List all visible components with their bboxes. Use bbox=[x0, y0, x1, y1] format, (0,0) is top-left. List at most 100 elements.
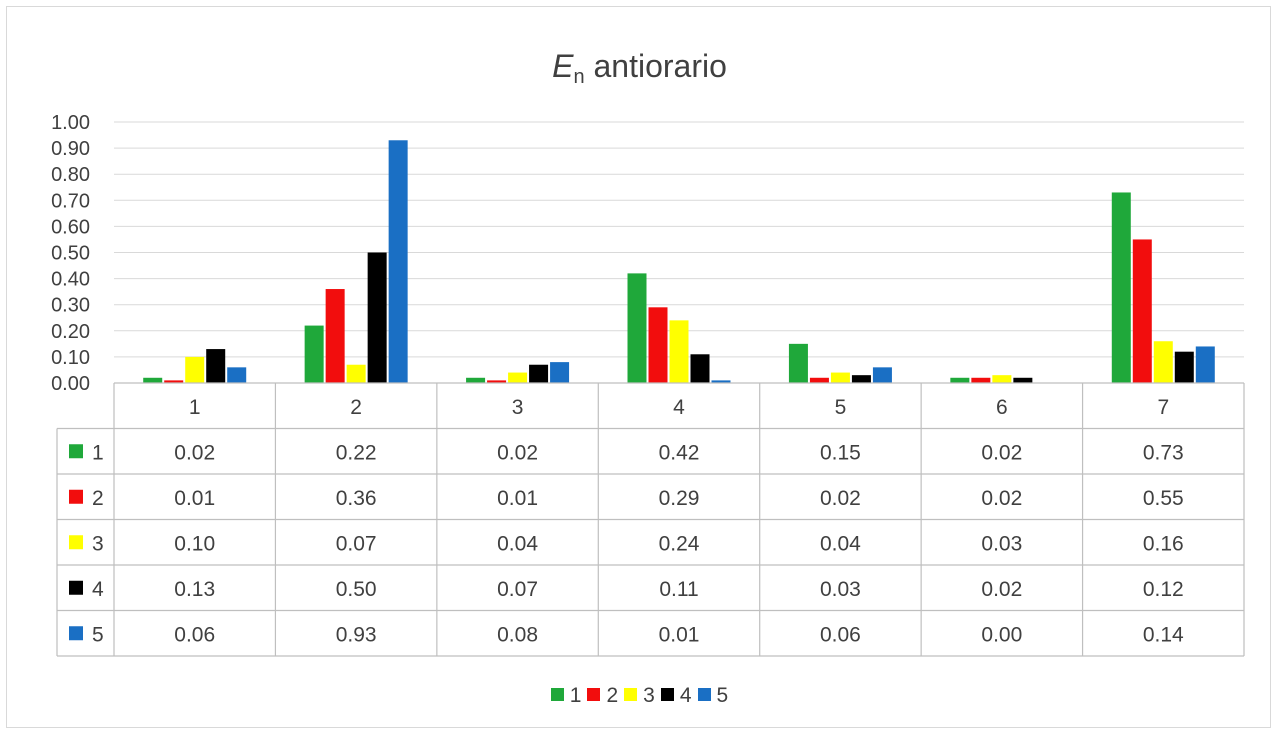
table-value-cell: 0.04 bbox=[497, 532, 538, 555]
table-value-cell: 0.29 bbox=[659, 487, 700, 510]
bar-series-3-cat-1 bbox=[185, 356, 205, 383]
table-value-cell: 0.02 bbox=[981, 578, 1022, 601]
bar-series-1-cat-1 bbox=[143, 377, 163, 383]
table-value-cell: 0.02 bbox=[981, 487, 1022, 510]
bar-series-5-cat-7 bbox=[1195, 346, 1215, 383]
bar-series-2-cat-3 bbox=[487, 380, 507, 383]
table-value-cell: 0.15 bbox=[820, 441, 861, 464]
table-value-cell: 0.10 bbox=[174, 532, 215, 555]
category-label: 4 bbox=[673, 396, 685, 419]
bar-series-4-cat-4 bbox=[690, 354, 710, 383]
grid-lines bbox=[114, 121, 1244, 358]
table-value-cell: 0.01 bbox=[659, 623, 700, 646]
y-tick-label: 0.40 bbox=[51, 269, 90, 291]
legend-swatch bbox=[550, 688, 564, 701]
bar-series-5-cat-2 bbox=[388, 140, 408, 383]
y-tick-label: 0.50 bbox=[51, 243, 90, 265]
table-key-label: 3 bbox=[92, 532, 104, 555]
title-subscript: n bbox=[573, 66, 585, 88]
bar-series-5-cat-5 bbox=[872, 367, 892, 383]
bar-series-2-cat-4 bbox=[648, 307, 668, 383]
bar-series-3-cat-5 bbox=[830, 372, 850, 383]
y-tick-label: 0.10 bbox=[51, 347, 90, 369]
table-value-cell: 0.08 bbox=[497, 623, 538, 646]
bar-series-5-cat-3 bbox=[550, 362, 570, 383]
table-value-cell: 0.01 bbox=[174, 487, 215, 510]
legend-item-3: 3 bbox=[624, 684, 655, 708]
bar-series-1-cat-2 bbox=[304, 325, 324, 383]
table-value-cell: 0.42 bbox=[659, 441, 700, 464]
legend-label: 5 bbox=[716, 684, 729, 707]
table-value-cell: 0.12 bbox=[1143, 578, 1184, 601]
category-label: 5 bbox=[835, 396, 847, 419]
y-tick-label: 0.00 bbox=[51, 373, 90, 395]
bar-series-2-cat-7 bbox=[1132, 239, 1152, 383]
table-value-cell: 0.14 bbox=[1143, 623, 1184, 646]
y-tick-label: 0.30 bbox=[51, 295, 90, 317]
table-value-cell: 0.02 bbox=[820, 487, 861, 510]
table-value-cell: 0.13 bbox=[174, 578, 215, 601]
legend-swatch bbox=[624, 688, 638, 701]
table-value-cell: 0.06 bbox=[820, 623, 861, 646]
bar-series-4-cat-6 bbox=[1013, 377, 1033, 383]
legend-swatch bbox=[660, 688, 674, 701]
bar-series-4-cat-2 bbox=[367, 252, 387, 383]
category-label: 3 bbox=[512, 396, 524, 419]
table-key-label: 1 bbox=[92, 441, 104, 464]
bar-series-4-cat-7 bbox=[1174, 351, 1194, 383]
bar-series-5-cat-4 bbox=[711, 380, 731, 383]
bar-series-3-cat-4 bbox=[669, 320, 689, 383]
title-text: antiorario bbox=[593, 48, 727, 84]
y-tick-label: 1.00 bbox=[51, 112, 90, 134]
y-tick-label: 0.20 bbox=[51, 321, 90, 343]
table-value-cell: 0.02 bbox=[497, 441, 538, 464]
table-value-cell: 0.73 bbox=[1143, 441, 1184, 464]
y-tick-label: 0.70 bbox=[51, 190, 90, 212]
category-label: 2 bbox=[350, 396, 362, 419]
bar-series-2-cat-6 bbox=[971, 377, 991, 383]
legend-label: 3 bbox=[643, 684, 655, 707]
legend-item-2: 2 bbox=[587, 684, 618, 708]
table-key-label: 5 bbox=[92, 623, 104, 646]
bar-series-2-cat-1 bbox=[164, 380, 184, 383]
title-symbol: E bbox=[552, 48, 574, 84]
table-value-cell: 0.03 bbox=[981, 532, 1022, 555]
bar-series-1-cat-6 bbox=[950, 377, 970, 383]
data-table: 1 2 3 4 5 6 7 1 0.02 0.22 0.02 0.42 0.15 0.02 0.73 2 0.0… bbox=[56, 382, 1245, 657]
table-key-label: 2 bbox=[92, 487, 104, 510]
y-tick-label: 0.90 bbox=[51, 138, 90, 160]
table-value-cell: 0.50 bbox=[336, 578, 377, 601]
bar-series-4-cat-1 bbox=[206, 349, 226, 383]
legend-item-5: 5 bbox=[697, 684, 729, 708]
table-key-swatch bbox=[69, 580, 83, 595]
bar-series-1-cat-3 bbox=[466, 377, 486, 383]
category-label: 6 bbox=[996, 396, 1008, 419]
legend-label: 4 bbox=[679, 684, 692, 707]
y-tick-label: 0.80 bbox=[51, 164, 90, 186]
table-key-swatch bbox=[69, 626, 83, 641]
legend: 1 2 3 4 5 bbox=[0, 684, 1279, 708]
bar-series-1-cat-7 bbox=[1111, 192, 1131, 383]
table-value-cell: 0.55 bbox=[1143, 487, 1184, 510]
bar-series-2-cat-5 bbox=[809, 377, 829, 383]
legend-label: 2 bbox=[606, 684, 619, 707]
table-value-cell: 0.01 bbox=[497, 487, 538, 510]
bar-series-5-cat-1 bbox=[227, 367, 247, 383]
table-value-cell: 0.16 bbox=[1143, 532, 1184, 555]
bar-series-3-cat-2 bbox=[346, 364, 366, 383]
bar-series-4-cat-3 bbox=[529, 364, 549, 383]
category-label: 7 bbox=[1157, 396, 1169, 419]
table-value-cell: 0.07 bbox=[497, 578, 538, 601]
table-value-cell: 0.07 bbox=[336, 532, 377, 555]
legend-item-4: 4 bbox=[660, 684, 692, 708]
bars bbox=[143, 140, 1215, 383]
table-value-cell: 0.00 bbox=[981, 623, 1022, 646]
table-value-cell: 0.36 bbox=[336, 487, 377, 510]
legend-label: 1 bbox=[569, 684, 582, 707]
bar-series-3-cat-3 bbox=[508, 372, 528, 383]
table-value-cell: 0.06 bbox=[174, 623, 215, 646]
legend-item-1: 1 bbox=[550, 684, 582, 708]
category-label: 1 bbox=[189, 396, 201, 419]
y-axis: 0.00 0.10 0.20 0.30 0.40 0.50 0.60 0.70 0.80 0.90… bbox=[51, 112, 90, 395]
